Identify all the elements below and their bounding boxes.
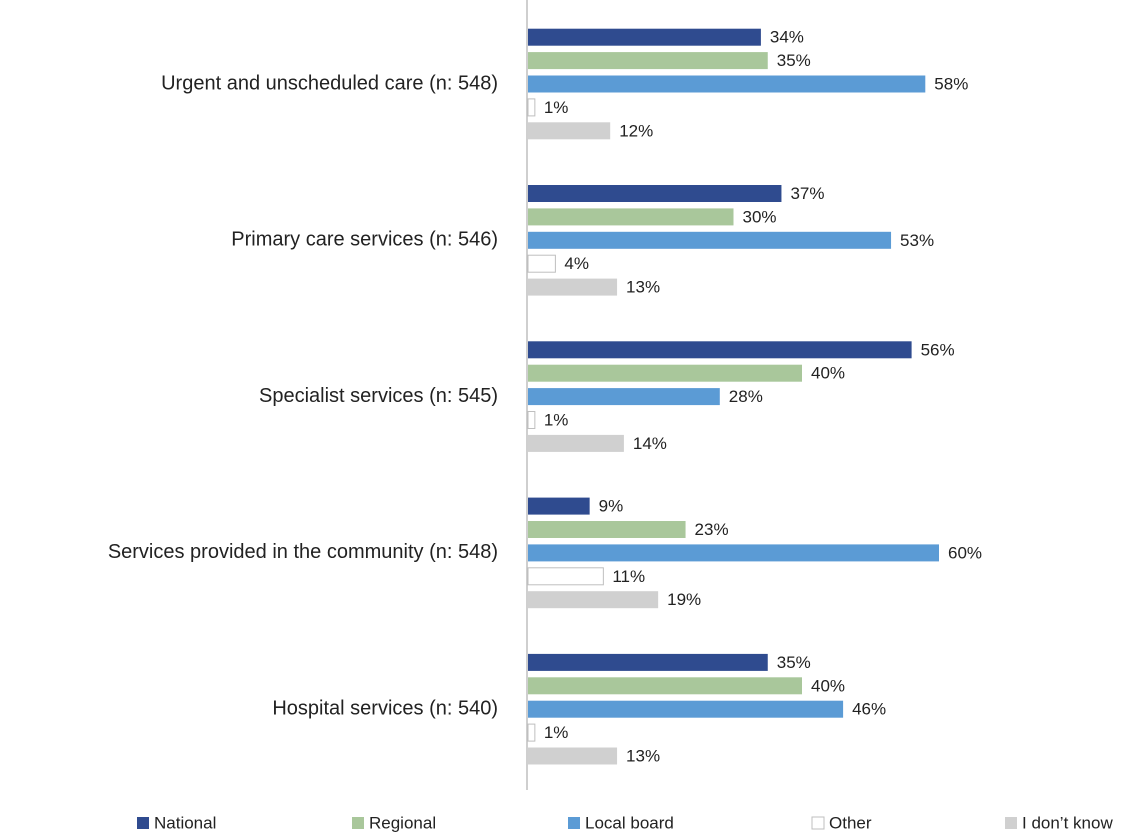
bar xyxy=(528,521,686,538)
value-label: 14% xyxy=(633,434,667,453)
bar xyxy=(528,364,802,382)
bar xyxy=(528,185,782,202)
bar xyxy=(528,208,734,226)
bar xyxy=(528,591,659,609)
value-label: 1% xyxy=(544,98,569,117)
bar xyxy=(528,75,926,93)
value-label: 40% xyxy=(811,676,845,695)
legend-label: I don’t know xyxy=(1022,813,1113,832)
value-label: 4% xyxy=(564,254,589,273)
value-label: 13% xyxy=(626,746,660,765)
bar xyxy=(528,677,802,695)
value-label: 34% xyxy=(770,28,804,47)
value-label: 19% xyxy=(667,590,701,609)
bar xyxy=(528,544,939,562)
value-label: 35% xyxy=(777,653,811,672)
bar xyxy=(528,28,761,46)
bar xyxy=(528,52,768,70)
legend-swatch xyxy=(352,817,364,829)
value-label: 13% xyxy=(626,278,660,297)
value-label: 40% xyxy=(811,364,845,383)
legend-label: Regional xyxy=(369,813,436,832)
value-label: 53% xyxy=(900,231,934,250)
value-label: 1% xyxy=(544,723,569,742)
category-label: Specialist services (n: 545) xyxy=(259,385,498,407)
legend-label: Other xyxy=(829,813,872,832)
value-label: 37% xyxy=(790,184,824,203)
value-label: 30% xyxy=(743,207,777,226)
bar xyxy=(528,278,618,296)
value-label: 35% xyxy=(777,51,811,70)
bar xyxy=(528,388,720,406)
bar xyxy=(528,122,611,140)
legend-swatch xyxy=(1005,817,1017,829)
value-label: 23% xyxy=(695,520,729,539)
legend-swatch xyxy=(137,817,149,829)
bar xyxy=(528,653,768,671)
legend-label: Local board xyxy=(585,813,674,832)
legend-swatch xyxy=(568,817,580,829)
bar xyxy=(527,567,604,586)
value-label: 12% xyxy=(619,121,653,140)
value-label: 60% xyxy=(948,543,982,562)
value-label: 1% xyxy=(544,410,569,429)
bar xyxy=(527,98,536,117)
category-label: Hospital services (n: 540) xyxy=(272,697,498,719)
bar xyxy=(527,411,536,429)
bar xyxy=(528,231,892,249)
bar xyxy=(528,497,590,515)
value-label: 46% xyxy=(852,700,886,719)
category-label: Urgent and unscheduled care (n: 548) xyxy=(161,72,498,94)
legend-swatch xyxy=(811,816,825,830)
bar xyxy=(528,700,844,718)
value-label: 56% xyxy=(921,340,955,359)
value-label: 28% xyxy=(729,387,763,406)
bar xyxy=(528,747,618,765)
value-label: 11% xyxy=(612,567,645,586)
bar xyxy=(527,723,536,742)
legend-label: National xyxy=(154,813,216,832)
category-label: Primary care services (n: 546) xyxy=(231,229,498,251)
bar xyxy=(528,341,912,359)
bar xyxy=(528,434,624,452)
value-label: 58% xyxy=(934,74,968,93)
category-label: Services provided in the community (n: 5… xyxy=(108,541,498,563)
value-label: 9% xyxy=(599,497,624,516)
bar xyxy=(527,254,556,273)
